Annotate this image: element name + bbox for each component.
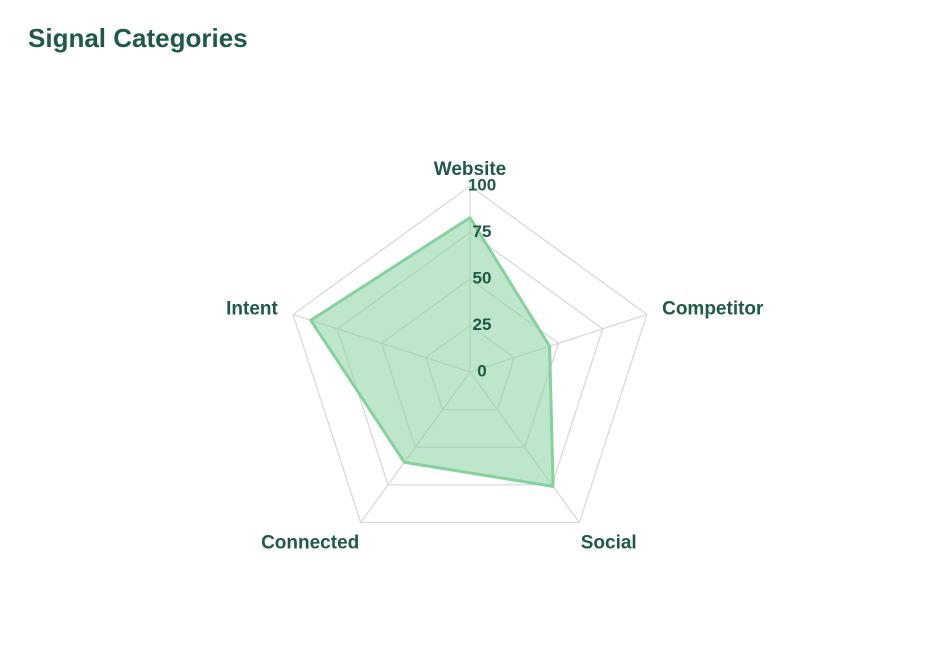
axis-label: Website (434, 159, 507, 180)
r-tick-label: 50 (473, 268, 492, 287)
chart-title: Signal Categories (28, 23, 248, 53)
axis-label: Social (581, 532, 637, 553)
r-tick-label: 25 (473, 315, 492, 334)
r-tick-label: 75 (473, 222, 492, 241)
axis-label: Intent (226, 299, 278, 320)
axis-label: Connected (261, 532, 359, 553)
grid-ring (292, 185, 648, 524)
axis-label: Competitor (662, 299, 764, 320)
data-area (309, 216, 555, 488)
r-tick-label: 0 (477, 361, 486, 380)
r-tick-label: 100 (468, 175, 496, 194)
